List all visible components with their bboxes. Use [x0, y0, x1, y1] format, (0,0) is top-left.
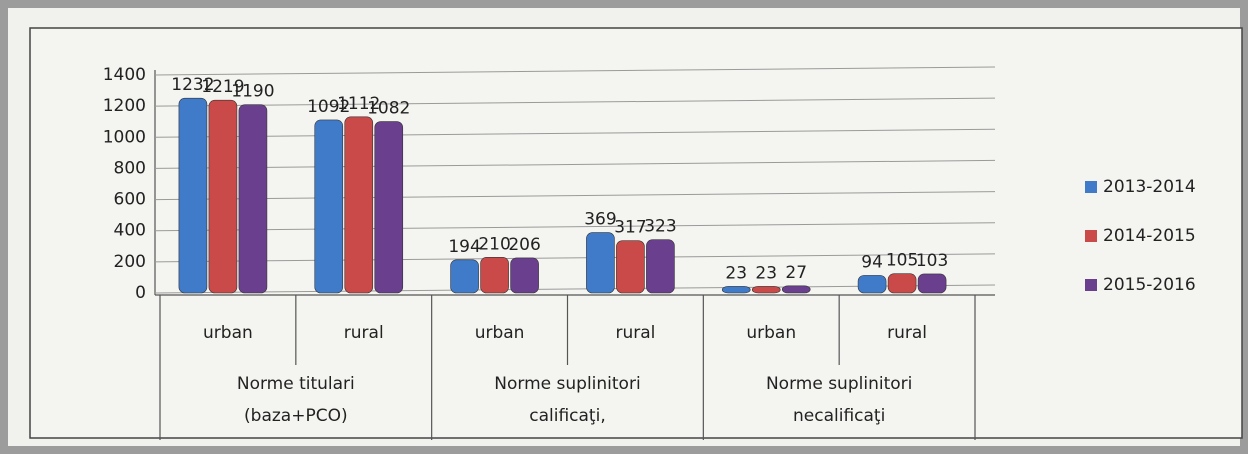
- data-label: 23: [755, 263, 777, 283]
- x-tick-label: urban: [475, 323, 525, 343]
- y-tick-label: 400: [114, 221, 146, 241]
- bar: [510, 257, 539, 294]
- y-tick-label: 800: [114, 158, 146, 178]
- group-label: Norme titulari: [237, 374, 355, 394]
- bar: [344, 116, 374, 294]
- data-label: 103: [916, 251, 948, 271]
- group-label: Norme suplinitori: [494, 374, 640, 394]
- y-tick-label: 0: [135, 283, 146, 303]
- bar: [781, 285, 811, 294]
- legend-label: 2013-2014: [1103, 177, 1196, 197]
- y-tick-label: 200: [114, 252, 146, 272]
- bar: [238, 104, 268, 294]
- data-label: 1112: [337, 94, 380, 114]
- data-label: 1232: [171, 75, 214, 95]
- bar: [374, 121, 404, 294]
- grid-line: [154, 222, 996, 232]
- bar: [586, 232, 615, 294]
- grid-line: [154, 159, 996, 169]
- grid-line: [154, 284, 996, 294]
- bar: [917, 273, 947, 294]
- data-label: 1082: [367, 99, 410, 119]
- x-tick-label: rural: [344, 323, 384, 343]
- grid-line: [154, 253, 996, 263]
- y-tick-label: 1400: [103, 65, 146, 85]
- bar: [178, 97, 208, 294]
- bar: [857, 275, 887, 294]
- legend-label: 2014-2015: [1103, 226, 1196, 246]
- data-label: 369: [584, 210, 616, 230]
- group-label: Norme suplinitori: [766, 374, 912, 394]
- bar: [751, 286, 781, 294]
- data-label: 317: [614, 218, 646, 238]
- bar: [616, 240, 645, 294]
- grid-line: [154, 97, 996, 107]
- grid-line: [154, 66, 996, 76]
- bar: [314, 119, 344, 294]
- bar: [887, 273, 917, 294]
- data-label: 105: [886, 251, 918, 271]
- legend-swatch: [1085, 279, 1097, 291]
- bar: [480, 256, 509, 294]
- y-tick-label: 600: [114, 190, 146, 210]
- group-label: calificaţi,: [529, 406, 605, 426]
- group-label: necalificaţi: [793, 406, 885, 426]
- data-label: 23: [725, 263, 747, 283]
- legend-swatch: [1085, 230, 1097, 242]
- grid-line: [154, 128, 996, 138]
- data-label: 94: [861, 252, 883, 272]
- y-tick-label: 1000: [103, 127, 146, 147]
- x-tick-label: urban: [746, 323, 796, 343]
- x-tick-label: rural: [887, 323, 927, 343]
- legend-label: 2015-2016: [1103, 275, 1196, 295]
- data-label: 194: [448, 237, 480, 257]
- x-tick-label: rural: [615, 323, 655, 343]
- data-label: 1219: [201, 77, 244, 97]
- bar: [208, 99, 238, 294]
- data-label: 27: [785, 263, 807, 283]
- bar: [721, 286, 751, 294]
- bar: [646, 239, 675, 294]
- data-label: 1092: [307, 97, 350, 117]
- x-tick-label: urban: [203, 323, 253, 343]
- legend-swatch: [1085, 181, 1097, 193]
- bar: [450, 259, 479, 294]
- y-tick-label: 1200: [103, 96, 146, 116]
- grid-line: [154, 191, 996, 201]
- data-label: 210: [478, 234, 510, 254]
- data-label: 206: [508, 235, 540, 255]
- data-label: 323: [644, 217, 676, 237]
- data-label: 1190: [231, 82, 274, 102]
- group-label: (baza+PCO): [244, 406, 348, 426]
